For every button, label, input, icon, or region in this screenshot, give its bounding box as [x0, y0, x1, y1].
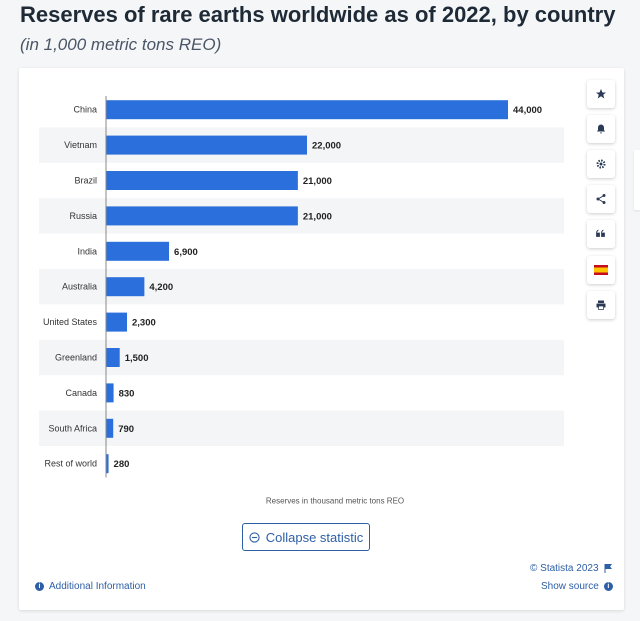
info-icon: i: [35, 582, 44, 591]
category-label: India: [77, 246, 97, 256]
cite-button[interactable]: [587, 220, 615, 248]
bar[interactable]: [106, 383, 114, 403]
bar[interactable]: [106, 241, 170, 261]
collapse-statistic-label: Collapse statistic: [265, 529, 364, 545]
data-label: 1,500: [125, 353, 149, 364]
data-label: 790: [118, 424, 134, 435]
settings-button[interactable]: [587, 150, 615, 178]
print-button[interactable]: [587, 291, 615, 319]
category-label: Greenland: [55, 353, 97, 363]
favorite-button[interactable]: [587, 80, 615, 108]
quote-icon: [596, 229, 605, 237]
data-label: 44,000: [513, 105, 542, 116]
category-label: Russia: [69, 211, 97, 221]
data-label: 4,200: [149, 282, 173, 293]
show-source-link[interactable]: Show source i: [541, 581, 613, 592]
category-label: Australia: [62, 282, 97, 292]
data-label: 21,000: [303, 176, 332, 187]
data-label: 22,000: [312, 141, 341, 152]
additional-information-label: Additional Information: [49, 581, 146, 592]
category-label: Canada: [65, 388, 97, 398]
data-label: 830: [119, 388, 135, 399]
bar[interactable]: [106, 454, 109, 474]
data-label: 2,300: [132, 318, 156, 329]
star-icon: [596, 89, 606, 99]
page-subtitle: (in 1,000 metric tons REO): [20, 35, 222, 54]
minus-circle-icon: [249, 531, 260, 543]
share-button[interactable]: [587, 185, 615, 213]
category-label: Brazil: [74, 176, 97, 186]
category-label: Rest of world: [44, 459, 97, 469]
show-source-label: Show source: [541, 581, 599, 592]
print-icon: [596, 300, 606, 310]
category-label: United States: [43, 317, 98, 327]
bar[interactable]: [106, 171, 298, 190]
additional-information-link[interactable]: i Additional Information: [35, 581, 146, 592]
language-button[interactable]: [587, 256, 615, 284]
notification-button[interactable]: [587, 115, 615, 143]
flag-icon: [604, 564, 612, 573]
page-title: Reserves of rare earths worldwide as of …: [20, 2, 616, 27]
statista-copyright-link[interactable]: © Statista 2023: [530, 563, 612, 574]
bar[interactable]: [106, 277, 145, 297]
bell-icon: [597, 124, 605, 134]
bar[interactable]: [106, 418, 114, 438]
data-label: 280: [114, 459, 130, 470]
chart-card: China 44,000 Vietnam 22,000 Brazil 21,000 Russ…: [19, 68, 624, 610]
row-shading-group: [39, 127, 564, 446]
bar[interactable]: [106, 312, 128, 332]
category-label: Vietnam: [64, 140, 97, 150]
category-label: China: [73, 105, 97, 115]
category-label: South Africa: [48, 423, 97, 433]
row-shading: [39, 339, 564, 376]
data-label: 21,000: [303, 211, 332, 222]
x-axis-label: Reserves in thousand metric tons REO: [266, 496, 404, 505]
data-label: 6,900: [174, 247, 198, 258]
adjacent-panel-edge: [634, 150, 640, 210]
collapse-statistic-button[interactable]: Collapse statistic: [242, 523, 370, 551]
share-icon: [596, 194, 606, 204]
bar[interactable]: [106, 206, 298, 226]
bar[interactable]: [106, 100, 508, 120]
bars-group: China 44,000 Vietnam 22,000 Brazil 21,000 Russ…: [43, 100, 542, 474]
gear-icon: [596, 159, 606, 169]
bar[interactable]: [106, 348, 120, 367]
row-shading: [39, 410, 564, 446]
spain-flag-icon: [594, 265, 608, 275]
info-icon: i: [603, 582, 613, 591]
copyright-label: © Statista 2023: [530, 563, 599, 574]
bar-chart: China 44,000 Vietnam 22,000 Brazil 21,000 Russ…: [39, 96, 564, 505]
bar[interactable]: [106, 135, 307, 155]
